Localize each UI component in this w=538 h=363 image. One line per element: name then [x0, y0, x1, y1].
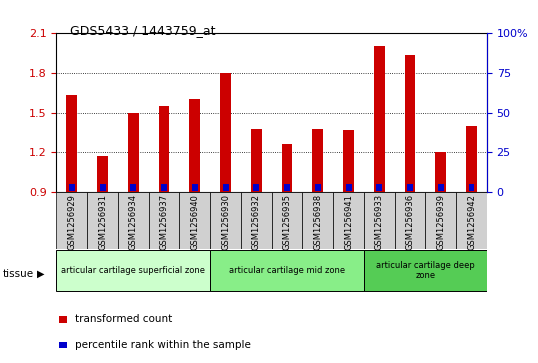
- Bar: [456, 192, 487, 249]
- Bar: [407, 184, 413, 191]
- Bar: [272, 192, 302, 249]
- Bar: [148, 192, 180, 249]
- Bar: [253, 184, 259, 191]
- Text: percentile rank within the sample: percentile rank within the sample: [75, 340, 251, 350]
- Bar: [376, 184, 382, 191]
- Bar: [345, 184, 351, 191]
- Bar: [118, 192, 148, 249]
- Bar: [284, 184, 290, 191]
- Bar: [161, 184, 167, 191]
- Bar: [343, 130, 354, 192]
- Bar: [466, 126, 477, 192]
- Bar: [56, 249, 210, 291]
- Bar: [315, 184, 321, 191]
- Text: GSM1256936: GSM1256936: [406, 194, 415, 250]
- Bar: [282, 144, 293, 192]
- Bar: [159, 106, 169, 192]
- Bar: [438, 184, 444, 191]
- Bar: [374, 46, 385, 192]
- Bar: [251, 129, 261, 192]
- Text: tissue: tissue: [3, 269, 34, 279]
- Bar: [67, 95, 77, 192]
- Text: GSM1256939: GSM1256939: [436, 194, 445, 250]
- Text: GSM1256933: GSM1256933: [375, 194, 384, 250]
- Text: GSM1256930: GSM1256930: [221, 194, 230, 250]
- Bar: [128, 113, 139, 192]
- Text: GSM1256940: GSM1256940: [190, 194, 200, 250]
- Bar: [69, 184, 75, 191]
- Bar: [364, 192, 395, 249]
- Bar: [100, 184, 105, 191]
- Bar: [435, 152, 446, 192]
- Bar: [469, 184, 475, 191]
- Text: ▶: ▶: [37, 269, 44, 279]
- Bar: [333, 192, 364, 249]
- Text: GSM1256931: GSM1256931: [98, 194, 107, 250]
- Bar: [210, 192, 241, 249]
- Bar: [192, 184, 198, 191]
- Text: articular cartilage deep
zone: articular cartilage deep zone: [376, 261, 475, 280]
- Bar: [313, 129, 323, 192]
- Text: GSM1256937: GSM1256937: [160, 194, 168, 250]
- Bar: [302, 192, 333, 249]
- Bar: [223, 184, 229, 191]
- Bar: [87, 192, 118, 249]
- Bar: [180, 192, 210, 249]
- Bar: [405, 55, 415, 192]
- Text: GSM1256938: GSM1256938: [313, 194, 322, 250]
- Bar: [189, 99, 200, 192]
- Text: GSM1256934: GSM1256934: [129, 194, 138, 250]
- Text: GDS5433 / 1443759_at: GDS5433 / 1443759_at: [70, 24, 215, 37]
- Bar: [426, 192, 456, 249]
- Bar: [210, 249, 364, 291]
- Text: GSM1256942: GSM1256942: [467, 194, 476, 250]
- Bar: [56, 192, 87, 249]
- Text: GSM1256935: GSM1256935: [282, 194, 292, 250]
- Bar: [395, 192, 426, 249]
- Text: articular cartilage superficial zone: articular cartilage superficial zone: [61, 266, 206, 275]
- Text: articular cartilage mid zone: articular cartilage mid zone: [229, 266, 345, 275]
- Bar: [97, 156, 108, 192]
- Bar: [130, 184, 136, 191]
- Text: GSM1256941: GSM1256941: [344, 194, 353, 250]
- Bar: [220, 73, 231, 192]
- Bar: [364, 249, 487, 291]
- Text: transformed count: transformed count: [75, 314, 173, 325]
- Text: GSM1256929: GSM1256929: [67, 194, 76, 250]
- Text: GSM1256932: GSM1256932: [252, 194, 261, 250]
- Bar: [241, 192, 272, 249]
